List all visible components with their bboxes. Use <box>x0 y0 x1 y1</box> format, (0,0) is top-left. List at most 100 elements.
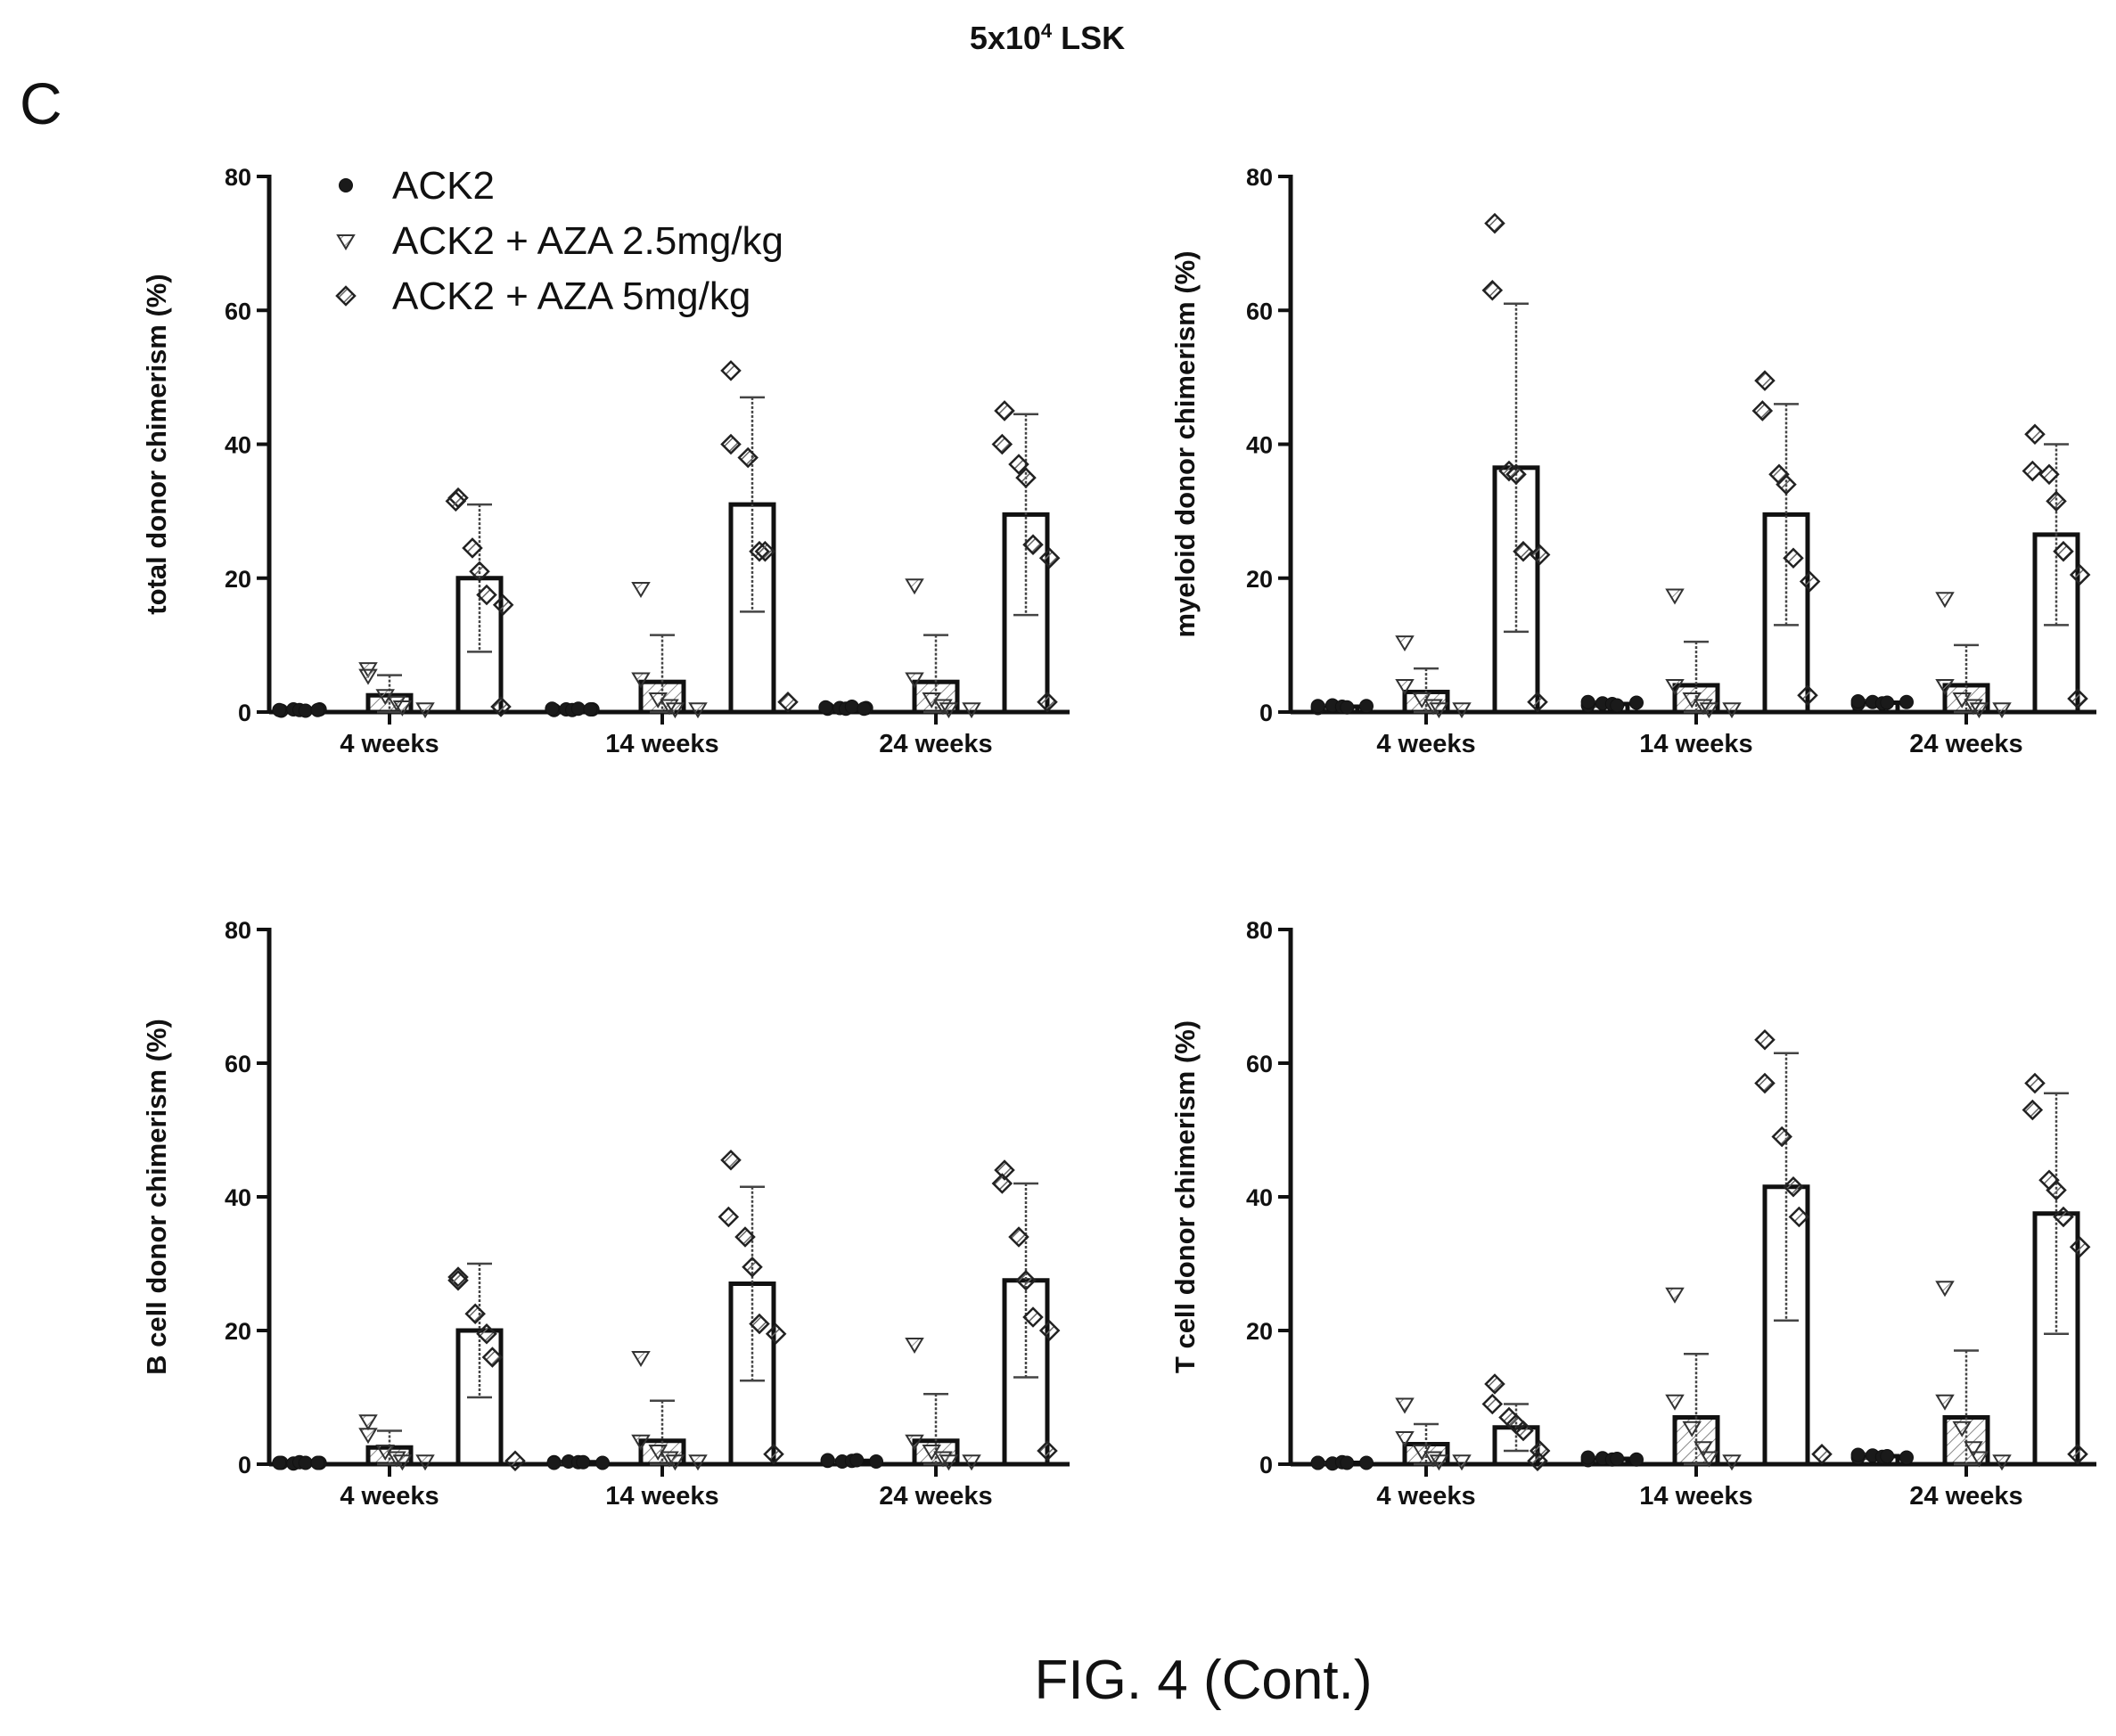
data-point <box>1850 693 1866 708</box>
data-point <box>1038 547 1061 569</box>
marker-shape <box>1022 1306 1044 1328</box>
data-point <box>1452 702 1472 719</box>
data-point <box>1665 588 1685 605</box>
marker-shape <box>1481 279 1504 301</box>
marker-shape <box>576 1454 591 1470</box>
marker-shape <box>1935 1394 1955 1411</box>
data-point <box>2024 1072 2046 1094</box>
marker-shape <box>546 1455 562 1470</box>
marker-shape <box>1484 1373 1505 1395</box>
data-point <box>1529 544 1551 566</box>
marker-shape <box>1513 1420 1534 1442</box>
legend: ACK2 ACK2 + AZA 2.5mg/kg ACK2 + AZA 5mg/kg <box>335 164 783 318</box>
data-point <box>1505 463 1527 486</box>
marker-shape <box>272 1455 287 1470</box>
data-point <box>763 1443 784 1465</box>
marker-shape <box>1880 1449 1895 1463</box>
marker-shape <box>1310 1455 1325 1470</box>
data-point <box>464 1303 486 1325</box>
y-tick-label: 80 <box>1246 917 1273 944</box>
y-tick-label: 20 <box>1246 566 1273 593</box>
data-point <box>905 1434 924 1451</box>
data-point <box>1008 1226 1029 1248</box>
data-point <box>492 594 514 616</box>
data-point <box>1037 691 1058 713</box>
data-point <box>939 702 959 719</box>
marker-shape <box>818 700 833 715</box>
marker-shape <box>939 702 959 719</box>
y-tick-label: 20 <box>1246 1318 1273 1345</box>
data-point <box>1754 1028 1776 1051</box>
legend-item: ACK2 + AZA 2.5mg/kg <box>336 219 783 263</box>
marker-shape <box>1629 1452 1644 1467</box>
marker-shape <box>1484 212 1505 234</box>
data-point <box>991 433 1013 455</box>
data-point <box>1015 1269 1037 1291</box>
marker-shape <box>1722 702 1742 719</box>
marker-shape <box>1022 534 1044 555</box>
data-point <box>1610 698 1625 713</box>
marker-shape <box>1783 547 1804 569</box>
marker-shape <box>939 1454 959 1471</box>
data-point <box>1797 684 1818 706</box>
data-point <box>631 672 651 689</box>
marker-shape <box>665 702 685 719</box>
data-point <box>1754 1072 1776 1094</box>
marker-shape <box>1529 544 1551 566</box>
data-point <box>1527 1450 1548 1472</box>
data-point <box>298 1455 313 1470</box>
marker-shape <box>447 1269 469 1291</box>
data-point <box>476 1322 497 1345</box>
marker-shape <box>1038 1320 1061 1341</box>
marker-shape <box>2069 564 2091 585</box>
marker-shape <box>688 1454 708 1471</box>
y-tick-label: 20 <box>225 1318 251 1345</box>
x-tick-label: 24 weeks <box>1909 1482 2022 1511</box>
data-point <box>1952 1421 1972 1437</box>
marker-shape <box>570 701 586 717</box>
marker-shape <box>905 1338 924 1354</box>
marker-shape <box>469 561 490 583</box>
y-tick-label: 60 <box>225 1051 251 1077</box>
data-point <box>272 702 287 717</box>
marker-shape <box>1788 1206 1810 1228</box>
marker-shape <box>1935 1281 1955 1298</box>
data-point <box>2053 540 2074 562</box>
y-tick-label: 0 <box>1259 700 1273 726</box>
marker-shape <box>2053 1206 2074 1228</box>
chart-panel-3: 0 20 40 60 80 B cell donor chimerism (%) 4 wee… <box>141 917 1070 1511</box>
marker-shape <box>1395 635 1415 652</box>
marker-shape <box>1964 1441 1983 1458</box>
data-point <box>1850 1447 1866 1462</box>
marker-shape <box>962 702 981 719</box>
data-point <box>298 703 313 718</box>
marker-shape <box>1452 702 1472 719</box>
marker-shape <box>631 672 651 689</box>
y-tick-label: 60 <box>1246 298 1273 324</box>
marker-shape <box>1776 473 1797 495</box>
marker-shape <box>742 1256 763 1278</box>
data-point <box>742 1256 763 1278</box>
marker-shape <box>1340 700 1355 715</box>
data-point <box>1340 1455 1355 1470</box>
marker-shape <box>2022 460 2044 482</box>
data-point <box>546 1455 562 1470</box>
chart-panel-2: 0 20 40 60 80 myeloid donor chimerism (%) 4 we… <box>1169 164 2096 758</box>
data-point <box>857 701 872 717</box>
series-2 <box>358 1338 981 1471</box>
data-point <box>962 1454 981 1471</box>
marker-shape <box>1038 547 1061 569</box>
marker-shape <box>1452 1454 1472 1471</box>
data-point <box>2038 463 2060 486</box>
marker-shape <box>765 1322 787 1345</box>
marker-shape <box>1699 1451 1719 1468</box>
data-point <box>1022 1306 1044 1328</box>
data-point <box>820 1453 835 1468</box>
y-tick-label: 40 <box>225 1184 251 1211</box>
marker-shape <box>339 178 353 192</box>
marker-shape <box>2024 1072 2046 1094</box>
data-point <box>310 1455 325 1470</box>
data-point <box>1665 678 1685 695</box>
marker-shape <box>1527 1450 1548 1472</box>
data-point <box>392 1454 413 1471</box>
